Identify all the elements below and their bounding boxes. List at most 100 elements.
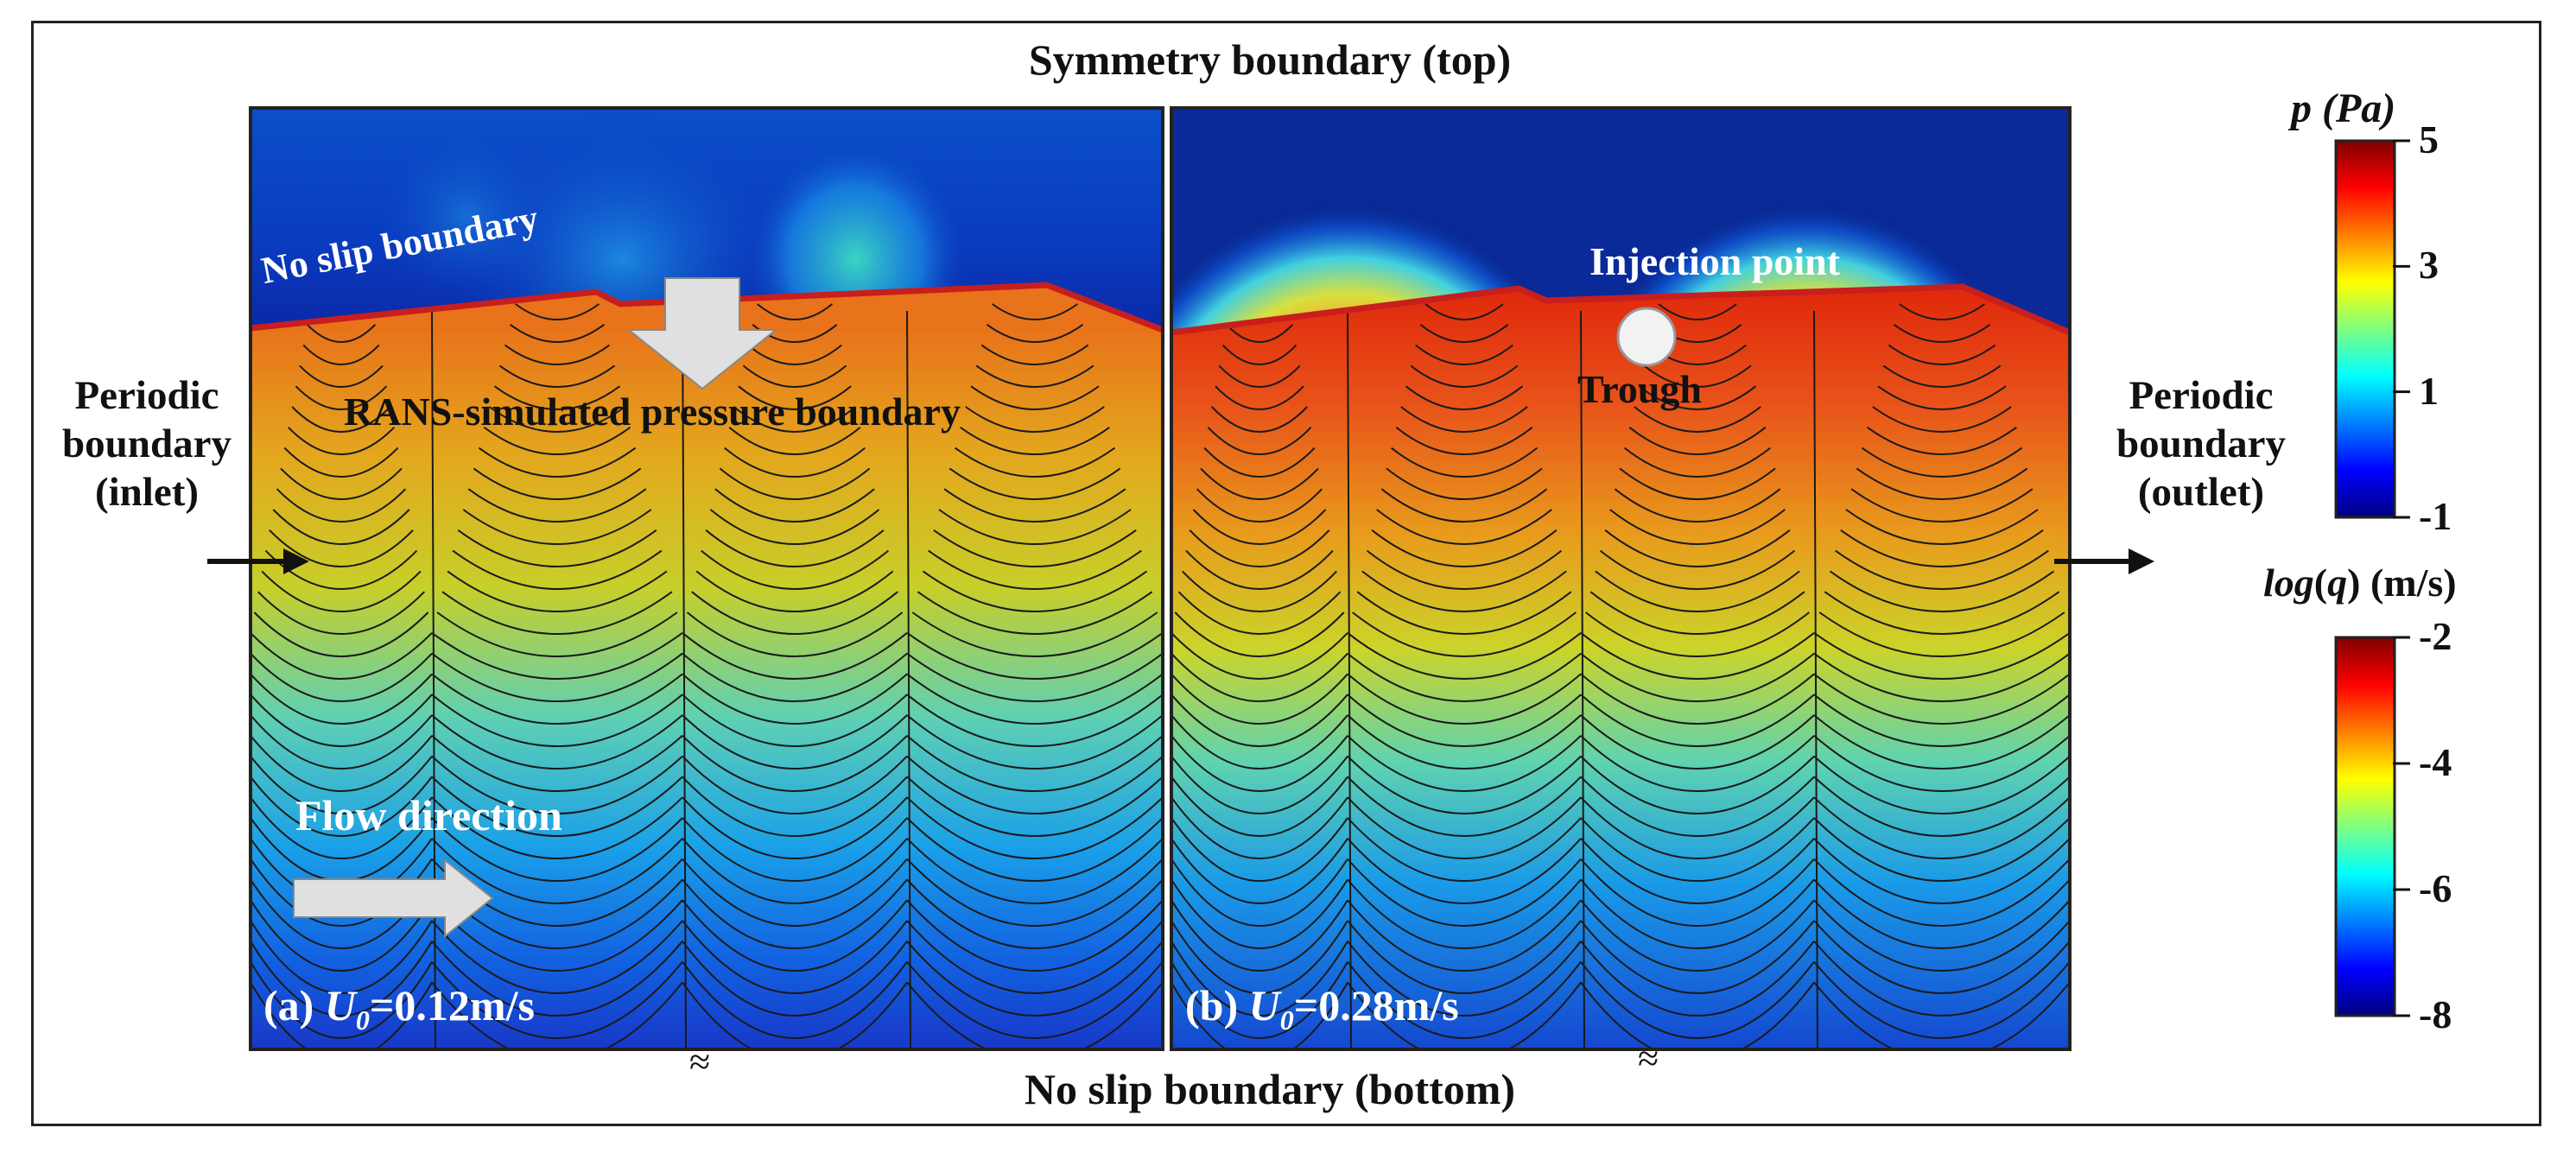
streamline [682, 776, 908, 837]
streamline [928, 549, 1142, 590]
streamline [1424, 303, 1504, 320]
streamline [1171, 776, 1348, 837]
pressure-down-arrow [626, 277, 778, 390]
streamline [906, 694, 1163, 747]
flux-colorbar-gradient [2334, 636, 2396, 1017]
streamline [251, 632, 433, 680]
streamline [431, 899, 683, 972]
panel-a-prefix: (a) [263, 981, 314, 1029]
streamline [483, 426, 631, 455]
streamline [906, 631, 1163, 680]
streamline [1419, 324, 1509, 343]
pressure-tick-label: 3 [2419, 243, 2439, 288]
streamline [1347, 899, 1582, 972]
streamline [251, 796, 433, 859]
streamline [1893, 323, 1991, 343]
streamline [1171, 796, 1348, 859]
streamline [288, 427, 395, 455]
flux-log: log [2263, 561, 2314, 605]
streamline [1221, 344, 1298, 365]
streamline [682, 817, 908, 882]
streamline [1829, 570, 2055, 612]
injection-point-marker[interactable] [1616, 307, 1677, 367]
streamline [1580, 735, 1815, 792]
panel-b-border [1170, 106, 2072, 1051]
flux-tick-label: -6 [2419, 866, 2452, 910]
streamline [1609, 509, 1786, 545]
streamline [1658, 303, 1737, 320]
panel-b [1170, 106, 2072, 1051]
streamline [1813, 981, 2070, 1049]
streamline [493, 385, 621, 410]
streamline [447, 570, 668, 612]
streamline [1380, 488, 1548, 523]
pressure-colorbar-gradient [2334, 139, 2396, 519]
streamline [251, 941, 433, 1017]
streamline [302, 344, 380, 365]
streamline [1361, 570, 1567, 612]
streamline [1580, 694, 1815, 747]
pressure-tick-label: -1 [2419, 494, 2452, 538]
streamline [257, 591, 425, 635]
streamline [1872, 406, 2012, 433]
streamline [742, 364, 847, 388]
figure-frame [31, 21, 2541, 1126]
streamline [1171, 858, 1348, 927]
streamline [1840, 529, 2044, 567]
streamline [757, 303, 833, 320]
streamline [1215, 385, 1304, 410]
streamline [251, 714, 433, 770]
break-mark-left: ≈ [689, 1041, 711, 1083]
streamline [949, 467, 1121, 500]
outlet-label-line-3: (outlet) [2137, 470, 2265, 515]
streamline [457, 529, 657, 567]
streamline [473, 467, 642, 500]
panel-a-velocity-subscript: 0 [355, 1004, 370, 1036]
streamline [276, 488, 407, 523]
streamline [906, 981, 1163, 1049]
streamline [906, 673, 1163, 725]
flow-direction-arrow [293, 858, 494, 939]
streamline [682, 941, 908, 1017]
streamline [1813, 652, 2070, 702]
streamline [1347, 960, 1582, 1039]
streamline [1867, 426, 2017, 455]
streamline [251, 673, 433, 725]
streamline [1171, 652, 1348, 702]
streamline [682, 714, 908, 770]
streamline [1589, 591, 1805, 635]
inlet-label-line-1: Periodic [74, 373, 219, 418]
streamline [922, 570, 1148, 612]
streamline [1347, 817, 1582, 882]
streamline [1856, 467, 2028, 500]
inlet-label-line-3: (inlet) [94, 470, 200, 515]
streamline [682, 858, 908, 927]
streamline [452, 549, 663, 590]
streamline-divider [906, 310, 911, 1049]
panel-b-velocity-value: =0.28m/s [1293, 981, 1459, 1029]
streamline [1171, 920, 1348, 994]
streamline [1580, 858, 1815, 927]
streamline [1813, 817, 2070, 882]
streamline [1813, 673, 2070, 725]
streamline [1171, 694, 1348, 747]
streamline [441, 591, 673, 635]
inlet-label: Periodic boundary (inlet) [48, 371, 246, 516]
flux-colorbar [2334, 636, 2396, 1017]
streamline [1813, 755, 2070, 814]
streamline [1171, 941, 1348, 1017]
streamline [682, 961, 908, 1039]
streamline [1585, 611, 1810, 657]
streamline [1813, 796, 2070, 859]
streamline [1580, 920, 1815, 994]
streamline [251, 920, 433, 994]
streamline [431, 920, 683, 994]
streamline [299, 364, 384, 388]
streamline [1599, 549, 1796, 590]
flux-colorbar-title: log(q) (m/s) [2263, 561, 2457, 605]
streamline [954, 447, 1116, 478]
streamline [1347, 878, 1582, 949]
flux-tick-label: -2 [2419, 614, 2452, 658]
streamline [431, 652, 683, 702]
panel-b-caption: (b) U0=0.28m/s [1185, 980, 1459, 1036]
